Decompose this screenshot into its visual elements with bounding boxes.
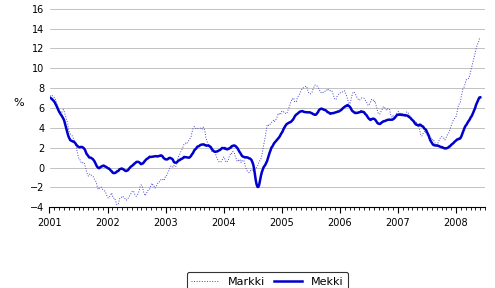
Mekki <box>254 185 260 189</box>
Mekki <box>281 128 287 131</box>
Line: Mekki: Mekki <box>50 97 480 187</box>
Markki <box>281 110 287 113</box>
Mekki <box>400 113 406 117</box>
Markki <box>252 167 258 170</box>
Markki <box>47 94 52 97</box>
Markki <box>468 69 474 73</box>
Mekki <box>47 96 52 99</box>
Markki <box>254 165 260 168</box>
Mekki <box>251 167 257 170</box>
Markki <box>304 86 310 89</box>
Markki <box>477 36 483 39</box>
Legend: Markki, Mekki: Markki, Mekki <box>187 272 348 288</box>
Y-axis label: %: % <box>14 98 24 108</box>
Mekki <box>477 96 483 99</box>
Mekki <box>304 111 310 114</box>
Mekki <box>468 115 474 119</box>
Line: Markki: Markki <box>50 38 480 205</box>
Mekki <box>254 183 260 187</box>
Markki <box>400 113 406 116</box>
Markki <box>115 203 121 206</box>
